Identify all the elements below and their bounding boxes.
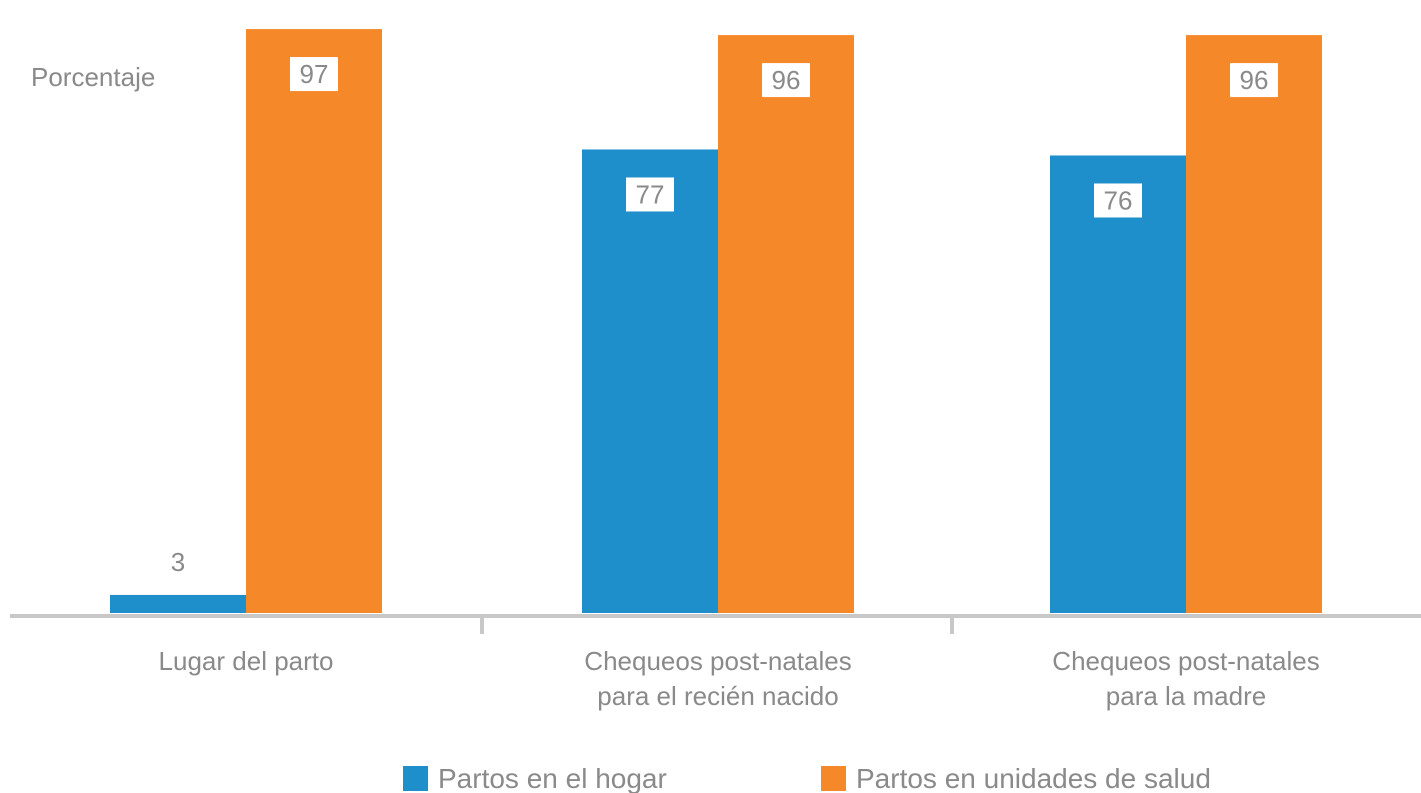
bar-series2-cat3 [1186, 35, 1322, 613]
bars-group: 3 97 77 96 76 96 [110, 29, 1322, 614]
category-label: para el recién nacido [597, 681, 838, 711]
category-label: Chequeos post-natales [1052, 646, 1319, 676]
bar-series1-cat2 [582, 149, 718, 613]
x-axis-ticks [480, 616, 954, 634]
data-label: 76 [1104, 185, 1133, 215]
legend-swatch [821, 766, 846, 791]
data-label-box [626, 177, 674, 212]
bar-series1-cat3 [1050, 155, 1186, 614]
data-label: 97 [300, 59, 329, 89]
category-label: Lugar del parto [159, 646, 334, 676]
data-label: 96 [772, 65, 801, 95]
legend-label: Partos en unidades de salud [856, 763, 1211, 793]
category-label: Chequeos post-natales [584, 646, 851, 676]
data-label-box [762, 63, 810, 98]
data-label-box [290, 57, 338, 92]
data-label: 96 [1240, 65, 1269, 95]
data-label: 3 [171, 547, 185, 577]
category-labels: Lugar del parto Chequeos post-natales para… [159, 646, 1320, 711]
legend: Partos en el hogar Partos en unidades de … [403, 763, 1211, 793]
legend-swatch [403, 766, 428, 791]
bar-series2-cat1 [246, 29, 382, 614]
data-label-box [1094, 183, 1142, 218]
y-axis-label: Porcentaje [31, 62, 155, 92]
bar-series1-cat1 [110, 594, 246, 613]
data-label-box [1230, 63, 1278, 98]
bar-series2-cat2 [718, 35, 854, 613]
category-label: para la madre [1106, 681, 1266, 711]
data-label: 77 [636, 179, 665, 209]
legend-label: Partos en el hogar [438, 763, 667, 793]
